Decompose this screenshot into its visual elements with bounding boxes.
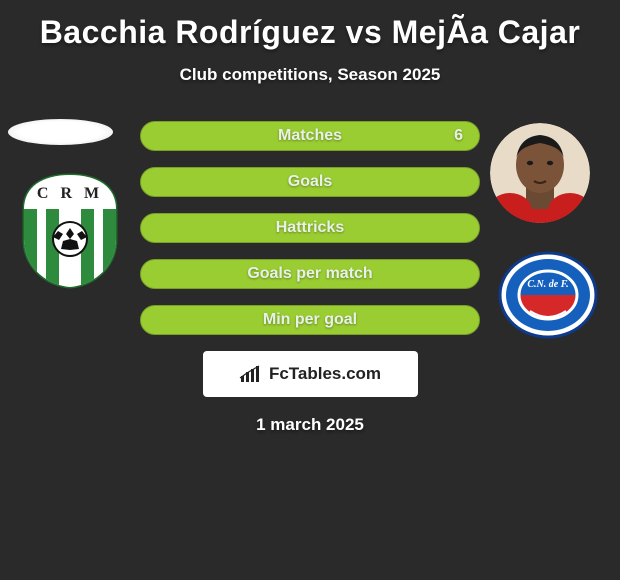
brand-chart-icon [239,364,263,384]
page-title: Bacchia Rodríguez vs MejÃ­a Cajar [0,14,620,51]
comparison-panel: C R M C.N. de F. [0,121,620,435]
stat-row-goals-per-match: Goals per match [140,259,480,289]
stat-row-matches: Matches 6 [140,121,480,151]
club-right-crest: C.N. de F. [498,251,598,339]
stat-right-value: 6 [454,127,463,145]
club-left-crest: C R M [20,173,120,289]
stat-row-min-per-goal: Min per goal [140,305,480,335]
page-subtitle: Club competitions, Season 2025 [0,65,620,85]
brand-text: FcTables.com [269,364,381,384]
stat-label: Min per goal [263,311,357,329]
player-right-avatar [490,123,590,223]
stat-row-goals: Goals [140,167,480,197]
svg-text:C R M: C R M [37,185,103,202]
player-left-avatar [8,119,113,145]
stat-label: Goals per match [247,265,372,283]
date-label: 1 march 2025 [0,415,620,435]
stat-row-hattricks: Hattricks [140,213,480,243]
brand-badge: FcTables.com [203,351,418,397]
stat-label: Matches [278,127,342,145]
root: Bacchia Rodríguez vs MejÃ­a Cajar Club c… [0,0,620,435]
svg-text:C.N. de F.: C.N. de F. [527,279,568,290]
stat-label: Goals [288,173,332,191]
stat-label: Hattricks [276,219,344,237]
